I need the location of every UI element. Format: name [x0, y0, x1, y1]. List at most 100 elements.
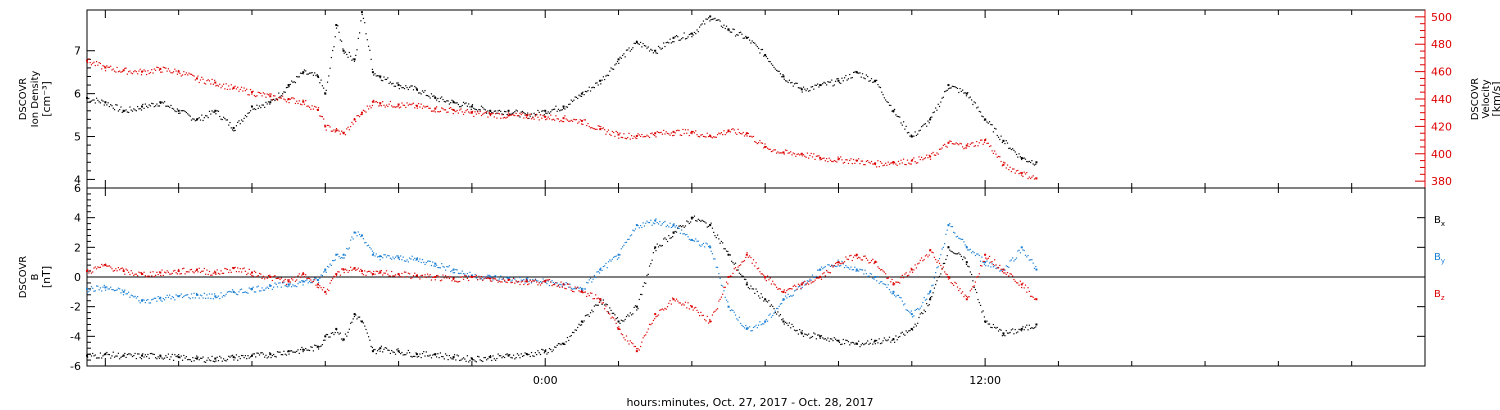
trace-point: [645, 222, 647, 224]
trace-point: [556, 110, 558, 112]
trace-point: [537, 116, 539, 118]
trace-point: [355, 232, 357, 234]
data-point: [371, 71, 374, 74]
trace-point: [670, 42, 672, 44]
trace-point: [113, 70, 116, 72]
trace-point: [707, 17, 710, 19]
trace-point: [133, 274, 135, 277]
trace-point: [682, 128, 684, 131]
trace-point: [212, 272, 214, 274]
data-point: [371, 273, 374, 276]
trace-point: [459, 106, 461, 108]
trace-point: [274, 355, 276, 358]
trace-point: [246, 291, 248, 294]
trace-point: [403, 271, 406, 273]
trace-point: [883, 271, 885, 273]
trace-point: [149, 105, 152, 107]
trace-point: [332, 332, 334, 334]
trace-point: [745, 278, 747, 281]
trace-point: [869, 272, 871, 275]
trace-point: [864, 78, 866, 80]
trace-point: [791, 288, 793, 290]
trace-point: [566, 106, 569, 108]
trace-point: [545, 112, 547, 114]
trace-point: [237, 267, 239, 269]
trace-point: [143, 271, 145, 273]
trace-point: [269, 352, 271, 354]
trace-point: [593, 128, 595, 130]
trace-point: [894, 283, 896, 285]
trace-point: [944, 143, 946, 145]
trace-point: [307, 277, 309, 279]
trace-point: [112, 270, 114, 272]
trace-point: [882, 165, 884, 167]
data-point: [507, 278, 510, 281]
trace-point: [134, 70, 136, 72]
trace-point: [330, 279, 332, 282]
trace-point: [102, 355, 104, 357]
trace-point: [189, 269, 191, 271]
trace-point: [142, 298, 144, 301]
trace-point: [586, 124, 588, 127]
trace-point: [95, 285, 98, 287]
trace-point: [278, 92, 280, 94]
trace-point: [876, 166, 878, 168]
trace-point: [814, 84, 816, 86]
data-point: [654, 313, 657, 316]
trace-point: [702, 242, 705, 245]
trace-point: [842, 162, 844, 164]
trace-point: [589, 127, 592, 129]
trace-point: [641, 226, 643, 229]
trace-point: [483, 278, 485, 280]
trace-point: [192, 271, 194, 273]
trace-point: [887, 284, 889, 286]
trace-point: [986, 260, 988, 262]
trace-point: [865, 273, 867, 275]
trace-point: [823, 266, 825, 269]
trace-point: [559, 343, 561, 345]
trace-point: [777, 288, 779, 290]
trace-point: [796, 153, 798, 155]
trace-point: [725, 25, 728, 27]
trace-point: [439, 97, 442, 99]
trace-point: [742, 37, 744, 39]
trace-point: [564, 343, 566, 346]
trace-point: [88, 272, 90, 274]
trace-point: [802, 154, 805, 156]
trace-point: [509, 277, 511, 279]
trace-point: [901, 300, 903, 302]
trace-point: [620, 333, 622, 335]
trace-point: [421, 352, 424, 355]
trace-point: [94, 290, 96, 292]
trace-point: [623, 337, 625, 339]
trace-point: [985, 265, 987, 267]
trace-point: [312, 350, 315, 352]
trace-point: [947, 88, 950, 90]
trace-point: [666, 41, 669, 43]
trace-point: [922, 301, 924, 304]
trace-point: [314, 279, 316, 281]
trace-point: [306, 279, 308, 281]
trace-point: [799, 285, 801, 288]
trace-point: [587, 293, 589, 295]
trace-point: [285, 101, 288, 103]
trace-point: [98, 289, 100, 291]
trace-point: [885, 339, 887, 341]
trace-point: [379, 104, 381, 106]
trace-point: [275, 283, 277, 285]
trace-point: [99, 102, 102, 104]
data-point: [1035, 298, 1038, 301]
trace-point: [639, 293, 642, 296]
trace-point: [609, 313, 611, 315]
trace-point: [831, 338, 833, 340]
trace-point: [547, 280, 549, 282]
trace-point: [126, 73, 128, 75]
trace-point: [181, 74, 184, 76]
trace-point: [189, 359, 191, 361]
trace-point: [457, 281, 459, 283]
trace-point: [951, 85, 953, 87]
trace-point: [433, 353, 435, 356]
trace-point: [538, 119, 540, 121]
trace-point: [538, 111, 540, 113]
trace-point: [639, 135, 642, 138]
